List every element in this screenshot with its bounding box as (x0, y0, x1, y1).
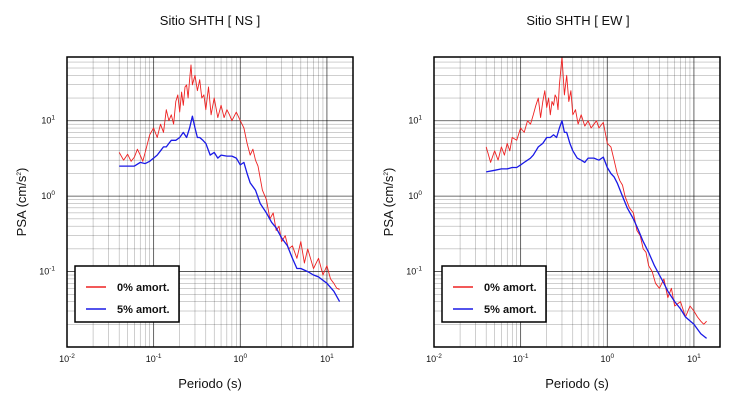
y-axis-label: PSA (cm/s2) (381, 168, 396, 237)
series-line-undamped (485, 56, 707, 325)
series-line-damped (486, 120, 708, 339)
grid-lines (433, 56, 721, 348)
x-tick-label: 100 (600, 353, 614, 364)
y-axis-label-main: PSA (cm/s (14, 175, 29, 236)
legend-label-undamped: 0% amort. (117, 282, 170, 294)
tick-labels: 10-2 10-1 100 101 10-1 100 101 (406, 115, 701, 364)
y-tick-label: 10-1 (39, 266, 55, 277)
y-tick-label: 100 (41, 190, 55, 201)
series-lines (485, 56, 708, 339)
y-tick-label: 101 (41, 115, 55, 126)
grid-lines (66, 56, 354, 348)
y-axis-label-close: ) (381, 168, 396, 172)
x-tick-label: 101 (687, 353, 701, 364)
x-tick-label: 101 (320, 353, 334, 364)
x-tick-label: 10-2 (59, 353, 75, 364)
x-axis-label: Periodo (s) (545, 376, 609, 391)
chart-title: Sitio SHTH [ EW ] (526, 13, 629, 28)
plot-frame (66, 56, 354, 348)
tick-labels: 10-2 10-1 100 101 10-1 100 101 (39, 115, 334, 364)
x-tick-label: 10-2 (426, 353, 442, 364)
legend: 0% amort. 5% amort. (74, 265, 180, 323)
legend: 0% amort. 5% amort. (441, 265, 547, 323)
x-tick-label: 10-1 (146, 353, 162, 364)
y-tick-label: 10-1 (406, 266, 422, 277)
series-line-damped (119, 115, 341, 302)
chart-title: Sitio SHTH [ NS ] (160, 13, 260, 28)
series-lines (118, 64, 341, 302)
y-tick-label: 100 (408, 190, 422, 201)
legend-box (441, 265, 547, 323)
y-axis-label-exponent: 2 (383, 172, 390, 176)
y-axis-label-main: PSA (cm/s (381, 175, 396, 236)
y-axis-label: PSA (cm/s2) (14, 168, 29, 237)
x-tick-label: 10-1 (513, 353, 529, 364)
chart-panel-ew: Sitio SHTH [ EW ] 10-2 10-1 100 10110-11001… (381, 13, 721, 391)
y-axis-label-exponent: 2 (16, 172, 23, 176)
x-axis-label: Periodo (s) (178, 376, 242, 391)
y-axis-label-close: ) (14, 168, 29, 172)
legend-label-undamped: 0% amort. (484, 282, 537, 294)
chart-panel-ns: Sitio SHTH [ NS ] 10-2 10-1 100 10110-11001… (14, 13, 354, 391)
legend-label-damped: 5% amort. (484, 304, 537, 316)
series-line-undamped (118, 64, 340, 290)
y-tick-label: 101 (408, 115, 422, 126)
plot-frame (433, 56, 721, 348)
x-tick-label: 100 (233, 353, 247, 364)
legend-label-damped: 5% amort. (117, 304, 170, 316)
legend-box (74, 265, 180, 323)
